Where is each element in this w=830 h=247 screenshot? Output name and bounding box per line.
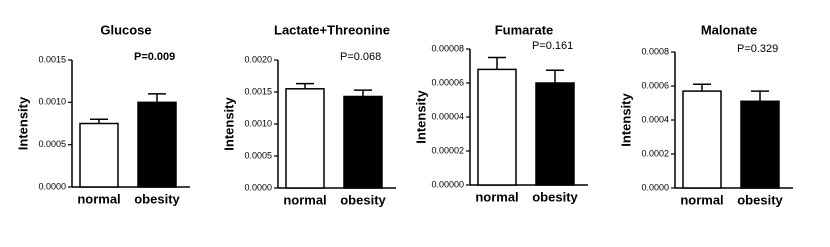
y-tick-label: 0.0005 (38, 139, 66, 149)
y-tick-label: 0.00008 (431, 43, 464, 53)
y-tick-label: 0.0000 (244, 182, 272, 192)
y-tick-label: 0.0004 (641, 114, 669, 124)
y-tick-label: 0.0006 (641, 80, 669, 90)
figure: Glucose Intensity P=0.009 0.0000 0.0005 0.001… (15, 22, 793, 207)
x-tick-label: obesity (340, 192, 386, 207)
y-tick-label: 0.0008 (641, 46, 669, 56)
y-tick-label: 0.0000 (38, 181, 66, 191)
chart-title: Lactate+Threonine (274, 22, 390, 37)
chart-title: Malonate (701, 22, 757, 37)
y-tick-label: 0.00002 (431, 145, 464, 155)
y-axis-label: Intensity (618, 93, 633, 147)
y-tick-label: 0.00006 (431, 77, 464, 87)
bar (740, 100, 780, 189)
y-tick-label: 0.00004 (431, 111, 464, 121)
y-axis-label: Intensity (413, 90, 428, 144)
chart-title: Glucose (100, 22, 151, 37)
y-tick-label: 0.0010 (38, 97, 66, 107)
y-tick-label: 0.0020 (244, 54, 272, 64)
bar (535, 82, 575, 186)
bar (477, 68, 517, 186)
x-tick-label: obesity (737, 192, 783, 207)
y-tick-label: 0.0002 (641, 148, 669, 158)
x-tick-label: normal (77, 191, 120, 206)
annotation: P=0.329 (737, 43, 778, 55)
chart-title: Fumarate (495, 22, 554, 37)
y-axis-label: Intensity (221, 97, 236, 151)
x-tick-label: normal (283, 192, 326, 207)
y-tick-label: 0.0000 (641, 182, 669, 192)
x-tick-label: normal (680, 192, 723, 207)
x-tick-label: obesity (532, 189, 578, 204)
y-tick-label: 0.00000 (431, 179, 464, 189)
x-tick-label: obesity (134, 191, 180, 206)
bar (285, 88, 325, 189)
y-tick-label: 0.0010 (244, 118, 272, 128)
bar (343, 95, 383, 189)
y-axis-label: Intensity (15, 96, 30, 150)
bar (79, 122, 119, 188)
y-tick-label: 0.0015 (38, 54, 66, 64)
y-tick-label: 0.0005 (244, 150, 272, 160)
bar (682, 90, 722, 189)
bar (137, 101, 177, 188)
annotation: P=0.009 (134, 51, 175, 63)
y-tick-label: 0.0015 (244, 86, 272, 96)
annotation: P=0.161 (532, 40, 573, 52)
x-tick-label: normal (475, 189, 518, 204)
annotation: P=0.068 (340, 51, 381, 63)
